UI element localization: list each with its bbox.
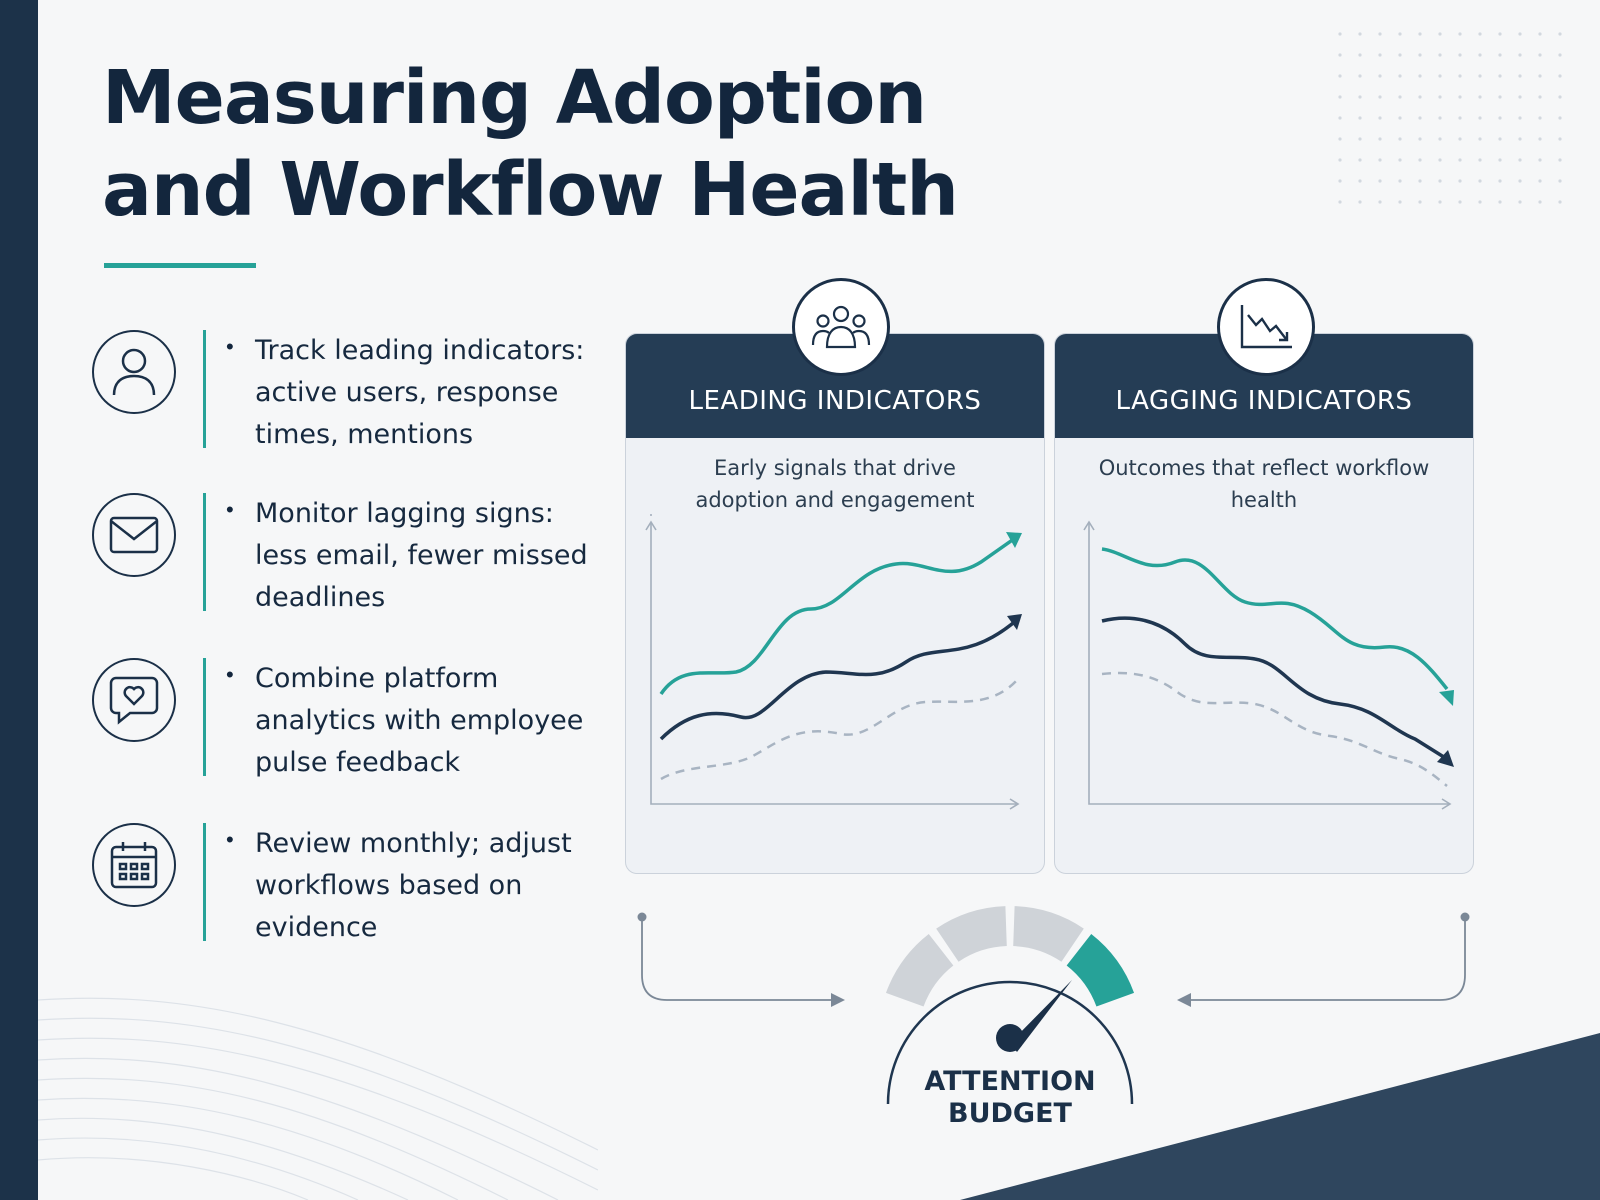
gauge-segment xyxy=(936,906,1007,962)
bullet-accent-bar xyxy=(203,823,206,941)
left-rail xyxy=(0,0,38,1200)
bullet-item-leading: • Track leading indicators: active users… xyxy=(92,330,592,460)
panel-title: LEADING INDICATORS xyxy=(688,386,982,416)
bullet-item-review: • Review monthly; adjust workflows based… xyxy=(92,823,592,953)
leading-trend-line-teal xyxy=(659,534,1020,696)
leading-trend-line-navy xyxy=(659,617,1020,741)
declining-chart-icon xyxy=(1217,278,1315,376)
lagging-trend-line-navy xyxy=(1101,616,1448,761)
gauge-label-line-2: BUDGET xyxy=(948,1098,1072,1129)
bullet-text: Track leading indicators: active users, … xyxy=(255,335,585,450)
attention-budget-gauge: ATTENTION BUDGET xyxy=(860,880,1160,1160)
title-underline xyxy=(104,263,256,268)
lagging-trend-chart xyxy=(1083,520,1454,810)
bullet-text: Monitor lagging signs: less email, fewer… xyxy=(255,498,588,613)
dot-grid-decoration xyxy=(1338,32,1562,204)
lagging-trend-line-dashed xyxy=(1101,671,1448,787)
lagging-indicators-panel: LAGGING INDICATORS Outcomes that reflect… xyxy=(1054,333,1474,874)
panel-subtitle: Early signals that drive adoption and en… xyxy=(695,456,975,512)
gauge-segment xyxy=(1066,933,1135,1007)
gauge-label-line-1: ATTENTION xyxy=(924,1066,1096,1097)
title-line-2: and Workflow Health xyxy=(102,147,959,233)
page-title: Measuring Adoption and Workflow Health xyxy=(102,52,1002,236)
bullet-dot: • xyxy=(226,497,234,522)
panel-subtitle: Outcomes that reflect workflow health xyxy=(1098,456,1430,512)
bullet-text: Combine platform analytics with employee… xyxy=(255,663,584,778)
person-icon xyxy=(92,330,176,414)
bullet-accent-bar xyxy=(203,658,206,776)
title-line-1: Measuring Adoption xyxy=(102,55,927,141)
leading-trend-line-dashed xyxy=(660,678,1019,781)
bullet-dot: • xyxy=(226,827,234,852)
gauge-dial xyxy=(885,906,1135,1105)
gauge-segment xyxy=(885,933,954,1007)
leading-trend-chart xyxy=(645,514,1022,810)
bullet-dot: • xyxy=(226,662,234,687)
bullet-item-lagging: • Monitor lagging signs: less email, few… xyxy=(92,493,592,623)
panel-title: LAGGING INDICATORS xyxy=(1115,386,1413,416)
group-icon xyxy=(792,278,890,376)
gauge-needle xyxy=(996,980,1072,1052)
bullet-accent-bar xyxy=(203,330,206,448)
lagging-trend-line-teal xyxy=(1101,547,1449,691)
bullet-dot: • xyxy=(226,334,234,359)
envelope-icon xyxy=(92,493,176,577)
bullet-accent-bar xyxy=(203,493,206,611)
wave-decoration xyxy=(38,997,598,1200)
gauge-segment xyxy=(1013,906,1084,962)
heart-chat-icon xyxy=(92,658,176,742)
bullet-item-combine: • Combine platform analytics with employ… xyxy=(92,658,592,788)
calendar-icon xyxy=(92,823,176,907)
leading-indicators-panel: LEADING INDICATORS Early signals that dr… xyxy=(625,333,1045,874)
bullet-text: Review monthly; adjust workflows based o… xyxy=(255,828,572,943)
